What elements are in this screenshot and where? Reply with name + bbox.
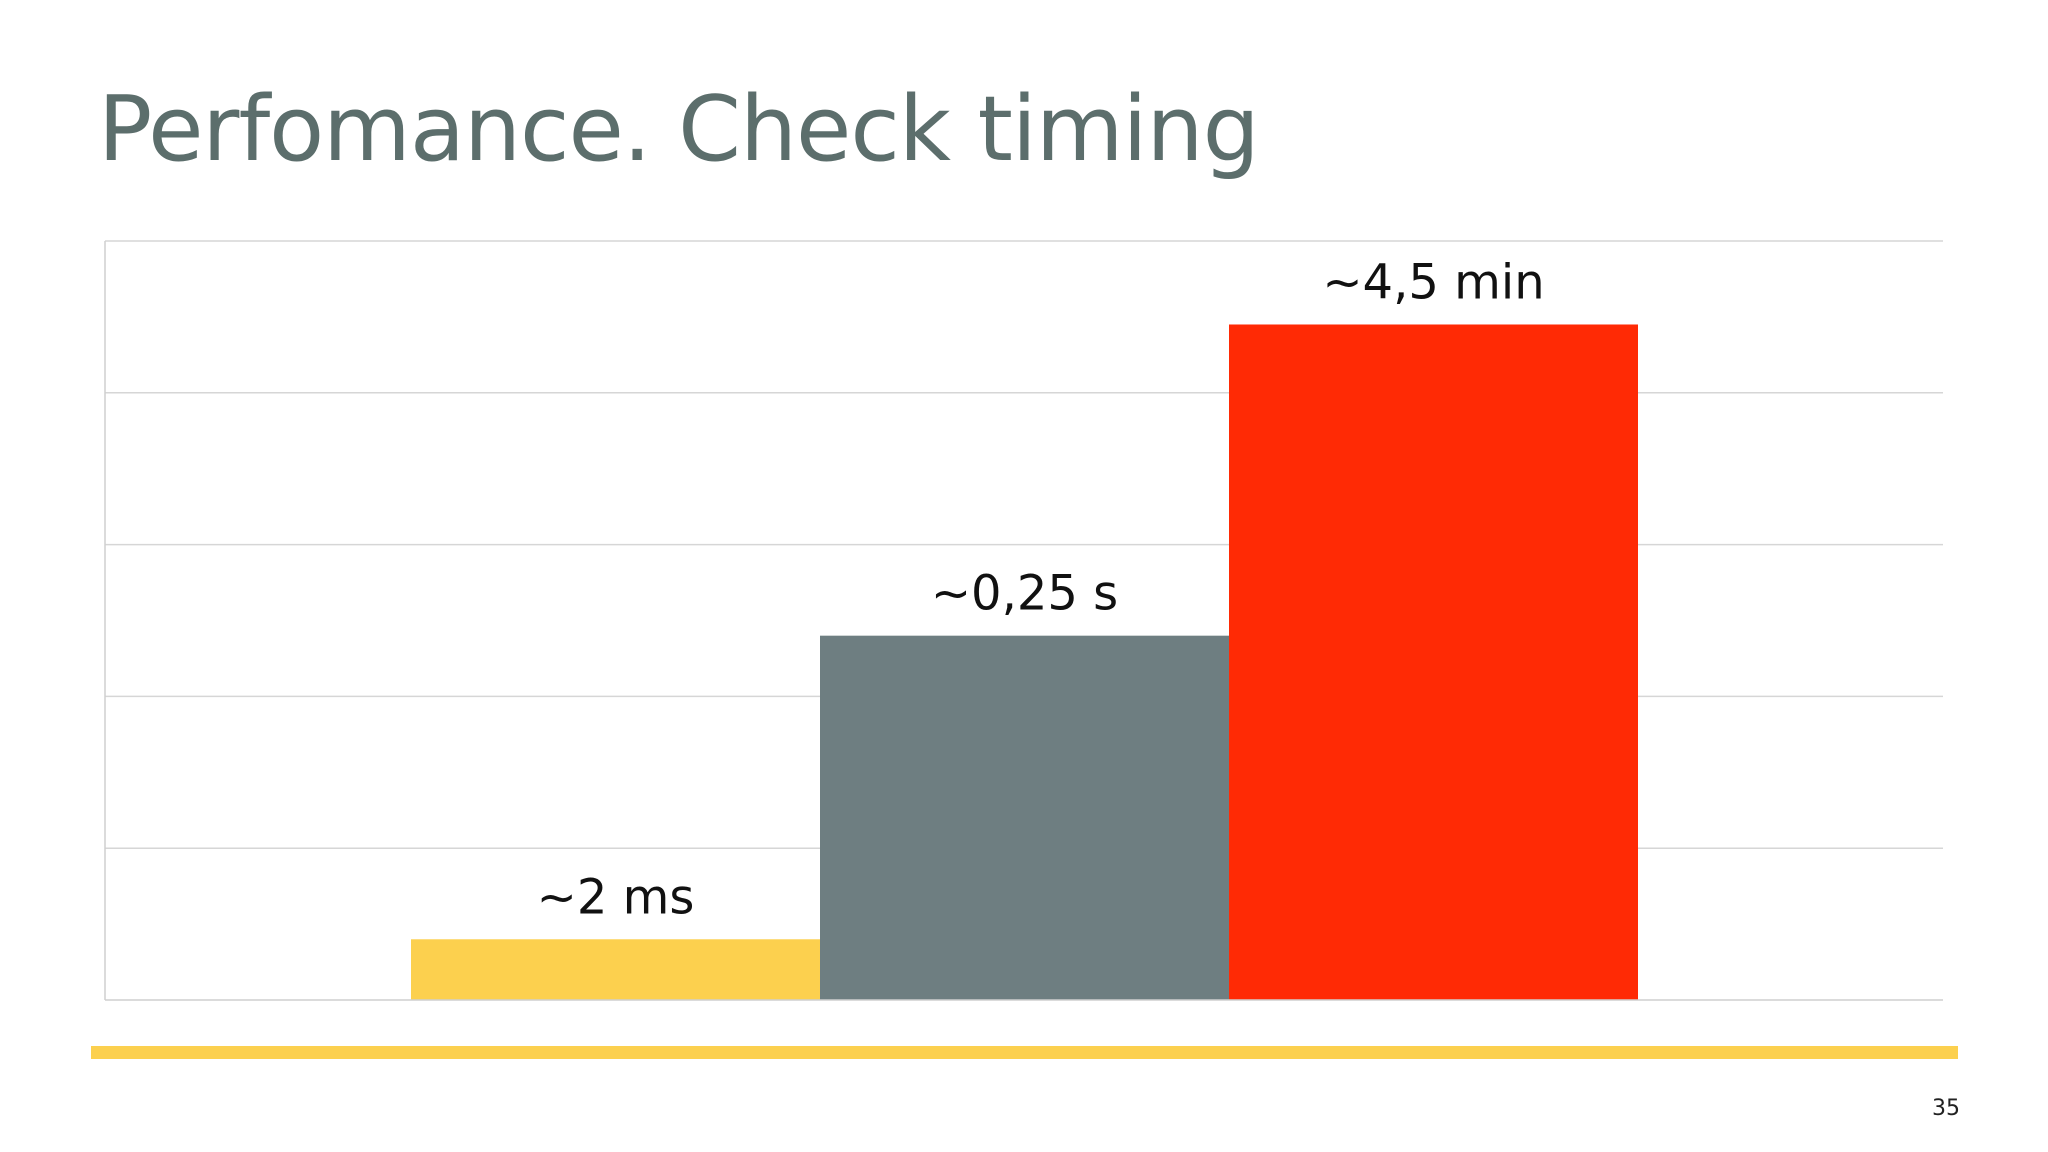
accent-rule bbox=[91, 1046, 1958, 1059]
bar-label-1: ~2 ms bbox=[537, 869, 695, 925]
data-labels: ~2 ms ~0,25 s ~4,5 min bbox=[537, 254, 1545, 925]
bar-3 bbox=[1229, 324, 1638, 1000]
page-number: 35 bbox=[1932, 1096, 1960, 1121]
bar-1 bbox=[411, 939, 820, 1000]
slide-title: Perfomance. Check timing bbox=[98, 77, 1260, 182]
bar-label-3: ~4,5 min bbox=[1322, 254, 1544, 310]
bar-2 bbox=[820, 635, 1229, 1000]
bar-label-2: ~0,25 s bbox=[931, 566, 1118, 622]
bars bbox=[411, 324, 1638, 1000]
